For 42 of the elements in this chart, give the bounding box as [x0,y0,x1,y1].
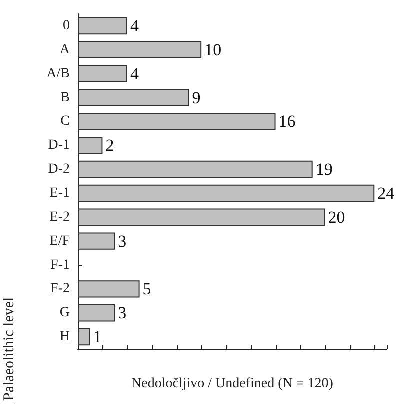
bar [78,89,190,106]
bar [78,41,202,59]
y-tick-label: H [60,330,70,345]
y-tick-label: A/B [46,66,70,82]
data-label: 1 [93,328,102,347]
bar [78,136,103,154]
bar [78,17,128,35]
y-tick-label: B [60,90,70,106]
data-label: 2 [106,136,114,156]
data-label: 24 [378,184,396,203]
data-label: 9 [192,88,201,108]
bar [78,328,90,346]
data-label: 19 [316,160,333,180]
data-label: 10 [204,40,222,60]
bar [78,184,375,202]
y-tick-label: E-2 [50,210,70,225]
bar [78,113,276,130]
data-label: 4 [130,16,140,36]
data-label: 4 [130,64,140,84]
y-tick-label: D-1 [48,138,70,154]
data-label: 16 [278,112,296,132]
data-label: 3 [118,232,127,251]
bar [78,304,116,322]
y-tick-label: F-2 [50,282,70,297]
y-tick-label: D-2 [48,162,70,178]
data-label: 3 [118,304,127,323]
y-tick-label: E/F [50,234,70,249]
y-tick-label: C [60,114,70,130]
data-label: 5 [142,280,152,299]
data-label: 20 [328,208,346,227]
bar [78,208,326,226]
y-tick-label: G [60,306,70,321]
bar [78,232,116,250]
bar [78,280,140,298]
bar [78,65,128,82]
y-axis-title: Palaeolithic level [2,297,18,401]
x-axis-title: Nedoločljivo / Undefined (N = 120) [132,376,334,392]
y-tick-label: E-1 [50,186,70,201]
y-tick-label: A [60,42,71,58]
y-tick-label: F-1 [50,258,70,273]
bar [78,160,313,178]
y-tick-label: 0 [63,18,70,34]
